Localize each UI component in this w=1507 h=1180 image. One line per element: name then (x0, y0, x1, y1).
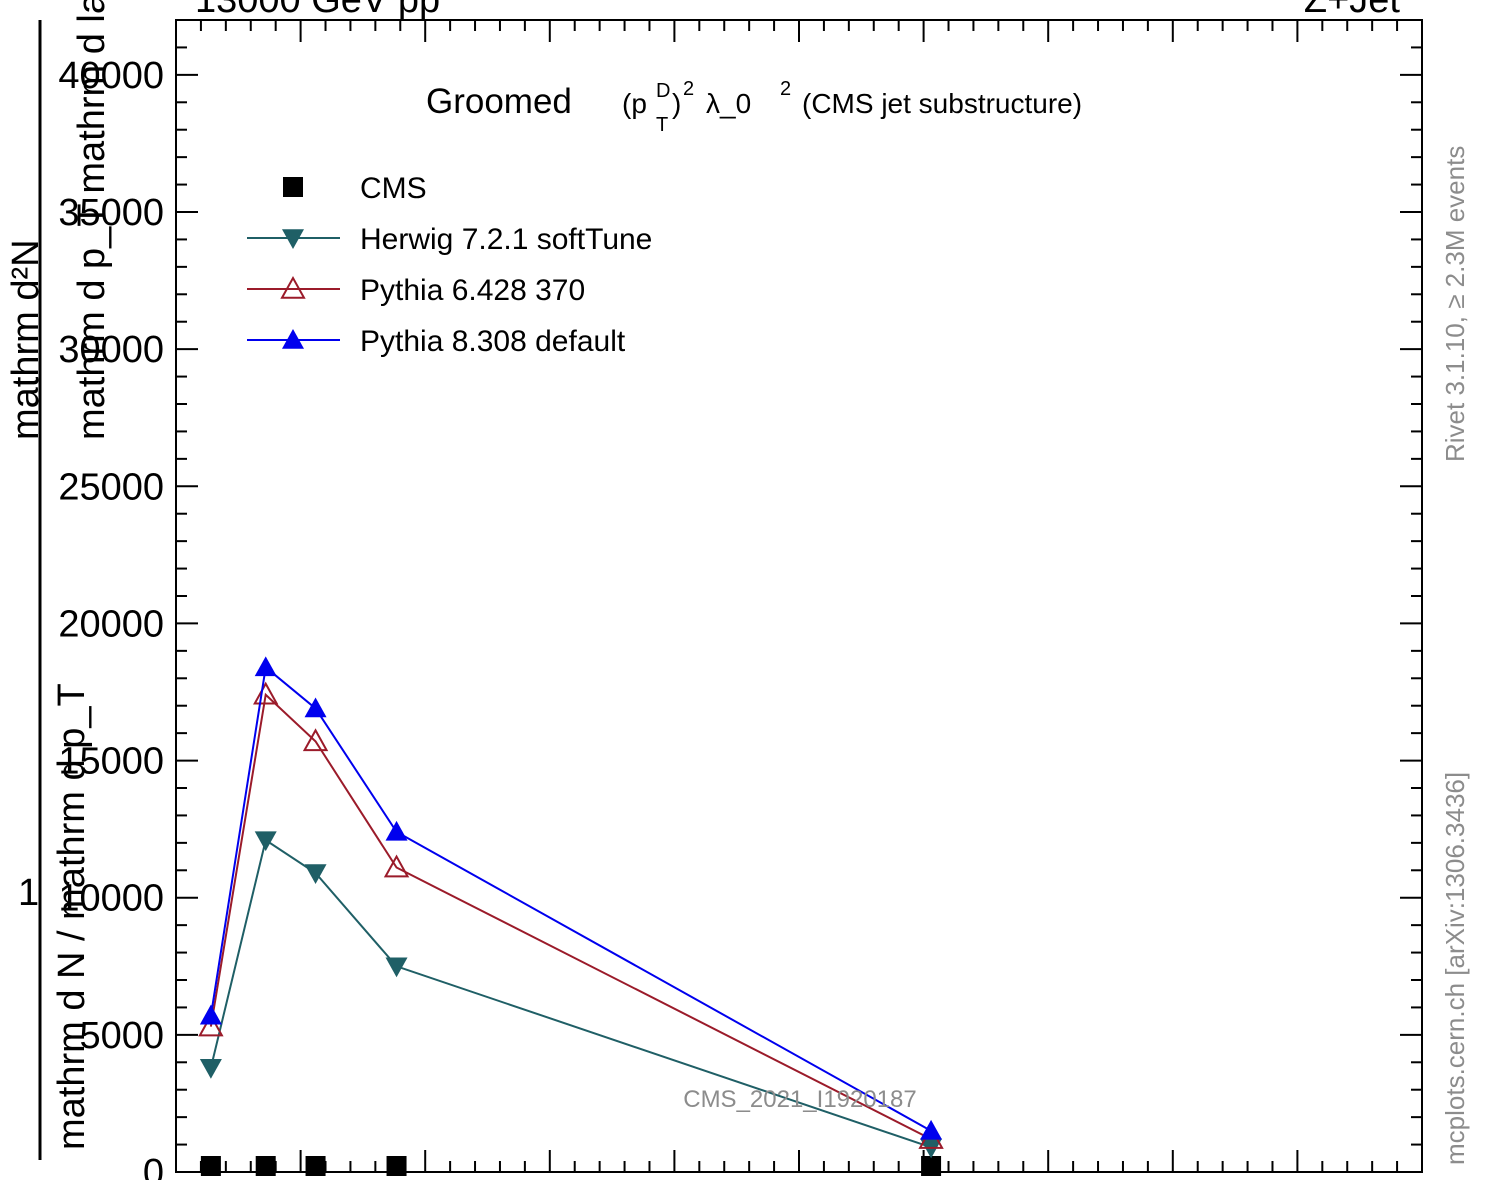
mcplots-label: mcplots.cern.ch [arXiv:1306.3436] (1440, 772, 1470, 1165)
legend-label: Pythia 6.428 370 (360, 274, 585, 307)
title-suffix: (CMS jet substructure) (802, 88, 1082, 119)
data-point (255, 1156, 276, 1176)
legend-label: CMS (360, 172, 427, 205)
data-point (254, 656, 277, 677)
title-sup-2b: 2 (780, 78, 791, 100)
title-prefix: Groomed (426, 82, 572, 121)
data-point (920, 1119, 943, 1140)
series-0 (200, 1156, 942, 1176)
y-tick-label: 30000 (58, 329, 164, 371)
y-tick-label: 35000 (58, 192, 164, 234)
y-tick-label: 5000 (79, 1015, 164, 1057)
data-point (383, 854, 410, 878)
legend-marker (280, 275, 306, 299)
y-tick-label: 25000 (58, 466, 164, 508)
chart-title: Groomed (p D T ) 2 λ_0 2 (CMS jet substr… (426, 78, 1082, 136)
y-tick-label: 0 (143, 1152, 164, 1180)
data-point (253, 681, 279, 705)
data-point (304, 864, 327, 885)
ylabel-numerator-extra: mathrm d p_T mathrm d lambda (71, 0, 113, 440)
data-point (386, 1156, 407, 1176)
y-axis: 0 5000 10000 15000 20000 25000 30000 35000 40000 (58, 19, 1422, 1180)
series-layer (198, 656, 944, 1176)
title-lambda: λ_0 (706, 88, 751, 119)
title-sup-d: D (656, 80, 670, 102)
title-formula: (p (622, 88, 647, 119)
title-sup-2: 2 (683, 78, 694, 100)
data-point (302, 728, 329, 752)
data-point (254, 831, 277, 852)
watermark: CMS_2021_I1920187 (683, 1086, 917, 1113)
ylabel-denominator: mathrm d N / mathrm d p_T (51, 683, 93, 1150)
title-sub-t: T (656, 114, 668, 136)
legend-item: CMS (283, 172, 427, 205)
y-tick-label: 40000 (58, 55, 164, 97)
header-right: Z+Jet (1304, 0, 1401, 21)
ylabel-one: 1 (18, 872, 39, 914)
data-point (921, 1156, 942, 1176)
legend-item: Pythia 8.308 default (247, 325, 626, 358)
data-point (305, 1156, 326, 1176)
data-point (304, 697, 327, 718)
legend-label: Herwig 7.2.1 softTune (360, 223, 652, 256)
y-tick-label: 20000 (58, 603, 164, 645)
data-point (199, 1004, 222, 1025)
y-axis-label: mathrm d²N mathrm d p_T mathrm d lambda … (5, 0, 113, 1160)
legend-marker (283, 177, 303, 197)
legend-item: Pythia 6.428 370 (247, 274, 585, 307)
legend-label: Pythia 8.308 default (360, 325, 626, 358)
data-point (200, 1156, 221, 1176)
x-axis (175, 20, 1423, 1172)
svg-text:(p: (p (622, 88, 647, 119)
data-point (199, 1058, 222, 1079)
legend-marker (282, 329, 304, 349)
y-tick-label: 10000 (58, 878, 164, 920)
header-left: 13000 GeV pp (195, 0, 440, 21)
data-point (198, 1013, 224, 1037)
title-paren: ) (672, 88, 681, 119)
series-2 (198, 681, 944, 1149)
legend: CMS Herwig 7.2.1 softTune Pythia 6.428 370… (247, 172, 652, 358)
data-point (385, 957, 408, 978)
svg-text:Groomed: Groomed (426, 82, 572, 121)
series-3 (199, 656, 943, 1140)
y-tick-label: 15000 (58, 741, 164, 783)
data-point (385, 820, 408, 841)
rivet-label: Rivet 3.1.10, ≥ 2.3M events (1440, 146, 1470, 462)
legend-item: Herwig 7.2.1 softTune (247, 223, 652, 256)
series-line (209, 692, 932, 1140)
legend-marker (282, 229, 304, 249)
